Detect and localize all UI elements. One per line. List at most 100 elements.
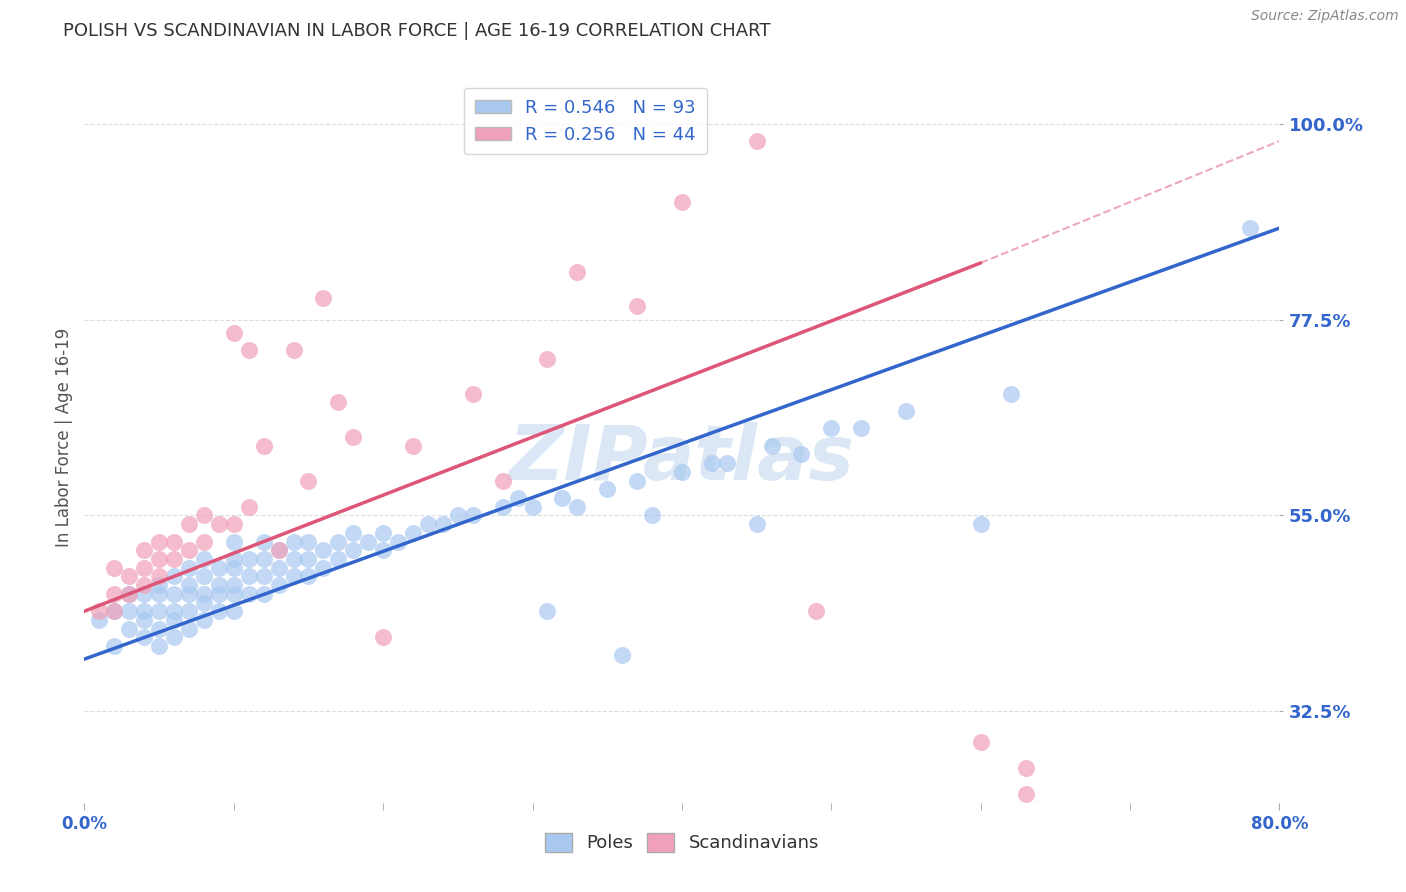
Text: Source: ZipAtlas.com: Source: ZipAtlas.com — [1251, 9, 1399, 23]
Point — [193, 595, 215, 609]
Point — [416, 517, 439, 532]
Point — [163, 552, 186, 566]
Point — [253, 439, 276, 453]
Point — [328, 552, 350, 566]
Point — [89, 604, 111, 618]
Point — [177, 622, 200, 636]
Point — [894, 404, 917, 418]
Point — [283, 569, 305, 583]
Point — [208, 517, 231, 532]
Point — [89, 613, 111, 627]
Point — [253, 534, 276, 549]
Point — [461, 508, 484, 523]
Point — [297, 474, 319, 488]
Point — [163, 587, 186, 601]
Point — [761, 439, 783, 453]
Point — [148, 604, 170, 618]
Point — [208, 560, 231, 574]
Point — [567, 500, 589, 514]
Point — [177, 578, 200, 592]
Point — [103, 560, 125, 574]
Point — [312, 543, 335, 558]
Point — [267, 560, 290, 574]
Point — [177, 517, 200, 532]
Point — [402, 525, 425, 540]
Point — [193, 587, 215, 601]
Point — [132, 631, 156, 645]
Point — [163, 569, 186, 583]
Point — [193, 534, 215, 549]
Point — [342, 430, 364, 444]
Point — [177, 543, 200, 558]
Point — [253, 587, 276, 601]
Point — [222, 578, 245, 592]
Point — [297, 552, 319, 566]
Point — [177, 560, 200, 574]
Point — [148, 587, 170, 601]
Point — [132, 560, 156, 574]
Point — [492, 500, 515, 514]
Point — [626, 300, 648, 314]
Point — [222, 552, 245, 566]
Point — [671, 465, 693, 479]
Point — [148, 569, 170, 583]
Point — [312, 291, 335, 305]
Point — [148, 534, 170, 549]
Point — [416, 805, 439, 819]
Point — [163, 604, 186, 618]
Point — [1000, 386, 1022, 401]
Point — [716, 456, 738, 470]
Point — [1014, 787, 1036, 801]
Point — [851, 421, 873, 435]
Point — [283, 343, 305, 357]
Point — [536, 351, 558, 366]
Point — [118, 587, 141, 601]
Point — [148, 639, 170, 653]
Point — [253, 569, 276, 583]
Point — [193, 508, 215, 523]
Point — [267, 578, 290, 592]
Text: ZIPatlas: ZIPatlas — [509, 422, 855, 496]
Point — [267, 543, 290, 558]
Point — [238, 587, 260, 601]
Point — [970, 517, 993, 532]
Point — [267, 543, 290, 558]
Point — [148, 552, 170, 566]
Point — [357, 534, 380, 549]
Point — [222, 326, 245, 340]
Point — [671, 194, 693, 209]
Point — [163, 631, 186, 645]
Point — [373, 543, 395, 558]
Point — [163, 613, 186, 627]
Point — [238, 569, 260, 583]
Point — [177, 604, 200, 618]
Point — [132, 543, 156, 558]
Point — [312, 560, 335, 574]
Point — [970, 735, 993, 749]
Y-axis label: In Labor Force | Age 16-19: In Labor Force | Age 16-19 — [55, 327, 73, 547]
Point — [373, 631, 395, 645]
Point — [297, 569, 319, 583]
Point — [148, 578, 170, 592]
Point — [103, 587, 125, 601]
Point — [492, 474, 515, 488]
Point — [461, 386, 484, 401]
Point — [745, 134, 768, 148]
Point — [820, 421, 842, 435]
Point — [132, 613, 156, 627]
Point — [222, 517, 245, 532]
Point — [506, 491, 529, 505]
Point — [222, 587, 245, 601]
Point — [238, 343, 260, 357]
Point — [596, 483, 619, 497]
Point — [626, 474, 648, 488]
Point — [222, 534, 245, 549]
Point — [1239, 221, 1261, 235]
Point — [328, 395, 350, 409]
Point — [551, 491, 574, 505]
Point — [806, 604, 828, 618]
Point — [373, 525, 395, 540]
Point — [342, 543, 364, 558]
Point — [103, 604, 125, 618]
Point — [222, 560, 245, 574]
